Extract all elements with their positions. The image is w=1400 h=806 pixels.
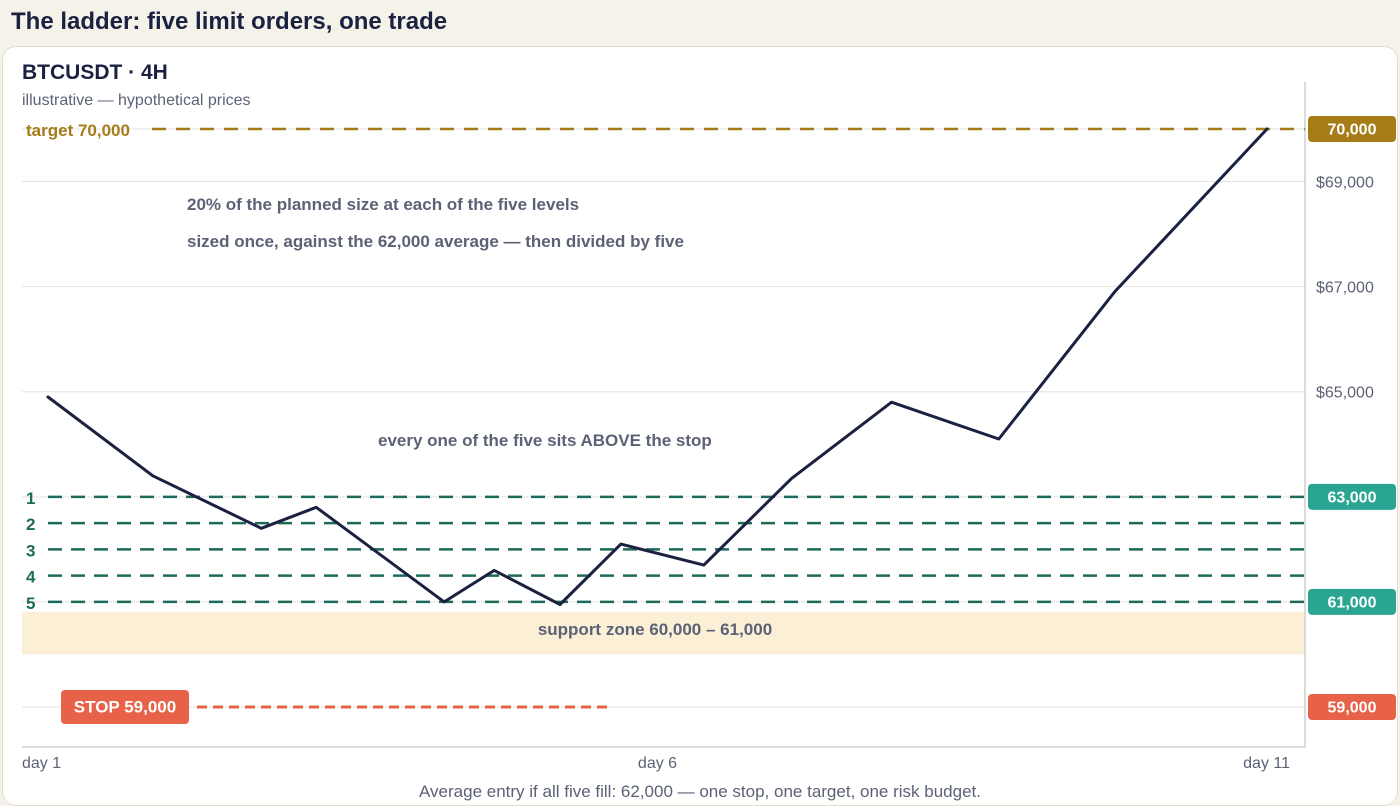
annotation-size-line1: 20% of the planned size at each of the f… <box>187 195 579 214</box>
x-tick-label: day 1 <box>22 755 61 772</box>
target-badge-bg <box>1308 116 1396 142</box>
chart-subtitle: illustrative — hypothetical prices <box>22 92 251 109</box>
x-tick-label: day 11 <box>1243 755 1290 772</box>
support-zone-label: support zone 60,000 – 61,000 <box>538 620 772 639</box>
stop-label-bg <box>61 690 189 724</box>
annotation-above-stop: every one of the five sits ABOVE the sto… <box>378 431 712 450</box>
chart-title: BTCUSDT · 4H <box>22 61 168 84</box>
chart-card <box>2 46 1398 806</box>
chart-footer: Average entry if all five fill: 62,000 —… <box>419 782 981 801</box>
x-tick-label: day 6 <box>638 755 677 772</box>
stop-badge-bg <box>1308 694 1396 720</box>
annotation-size-line2: sized once, against the 62,000 average —… <box>187 232 684 251</box>
target-label: target 70,000 <box>26 121 130 140</box>
entry-label-4: 4 <box>26 568 36 587</box>
y-tick-label: $65,000 <box>1316 385 1374 402</box>
page-title: The ladder: five limit orders, one trade <box>11 8 448 35</box>
entry-label-2: 2 <box>26 515 35 534</box>
entry-badge-bg <box>1308 483 1396 510</box>
entry-label-5: 5 <box>26 594 35 613</box>
stop-label: STOP 59,000 <box>74 698 176 717</box>
entry-label-3: 3 <box>26 541 35 560</box>
support-zone <box>22 611 1305 655</box>
y-tick-label: $69,000 <box>1316 175 1374 192</box>
entry-badge-bg <box>1308 588 1396 615</box>
entry-badge: 63,000 <box>1328 489 1377 506</box>
target-badge: 70,000 <box>1328 122 1377 139</box>
price-series-line <box>46 127 1269 606</box>
entry-badge: 61,000 <box>1328 594 1377 611</box>
entry-label-1: 1 <box>26 489 35 508</box>
y-tick-label: $67,000 <box>1316 280 1374 297</box>
stop-badge: 59,000 <box>1328 700 1377 717</box>
